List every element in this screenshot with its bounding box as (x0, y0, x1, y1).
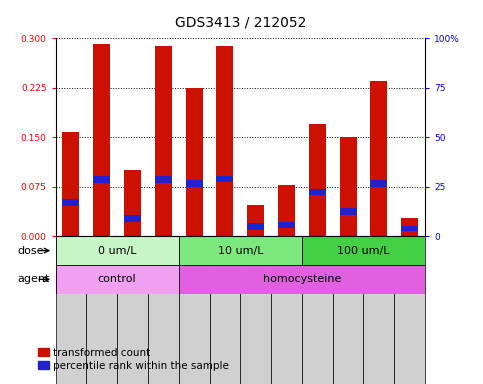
Text: agent: agent (17, 274, 49, 285)
Bar (179, 236, 302, 265)
Bar (370, 81, 387, 236)
Bar (210, 236, 240, 384)
Bar (179, 265, 425, 294)
Bar (401, 226, 418, 231)
Bar (56, 236, 179, 265)
Bar (394, 236, 425, 384)
Text: 100 um/L: 100 um/L (337, 245, 390, 256)
Bar (333, 236, 364, 384)
Bar (364, 236, 394, 384)
Bar (155, 46, 172, 236)
Text: GDS3413 / 212052: GDS3413 / 212052 (175, 15, 306, 29)
Bar (216, 175, 233, 182)
Bar (124, 215, 141, 222)
Bar (124, 170, 141, 236)
Bar (93, 44, 110, 236)
Bar (56, 236, 86, 384)
Bar (309, 124, 326, 236)
Bar (278, 222, 295, 228)
Bar (62, 199, 79, 207)
Bar (302, 236, 333, 384)
Bar (309, 189, 326, 195)
Legend: transformed count, percentile rank within the sample: transformed count, percentile rank withi… (34, 344, 233, 375)
Text: control: control (98, 274, 136, 285)
Bar (401, 218, 418, 236)
Bar (56, 265, 179, 294)
Bar (86, 236, 117, 384)
Text: homocysteine: homocysteine (263, 274, 341, 285)
Bar (93, 175, 110, 184)
Text: 0 um/L: 0 um/L (98, 245, 136, 256)
Bar (117, 236, 148, 384)
Bar (302, 236, 425, 265)
Bar (271, 236, 302, 384)
Bar (340, 209, 356, 215)
Bar (370, 180, 387, 187)
Text: dose: dose (17, 245, 43, 256)
Bar (185, 180, 202, 187)
Text: 10 um/L: 10 um/L (217, 245, 263, 256)
Bar (62, 132, 79, 236)
Bar (340, 137, 356, 236)
Bar (148, 236, 179, 384)
Bar (247, 205, 264, 236)
Bar (216, 46, 233, 236)
Bar (185, 88, 202, 236)
Bar (247, 223, 264, 230)
Bar (278, 185, 295, 236)
Bar (240, 236, 271, 384)
Bar (179, 236, 210, 384)
Bar (155, 175, 172, 184)
